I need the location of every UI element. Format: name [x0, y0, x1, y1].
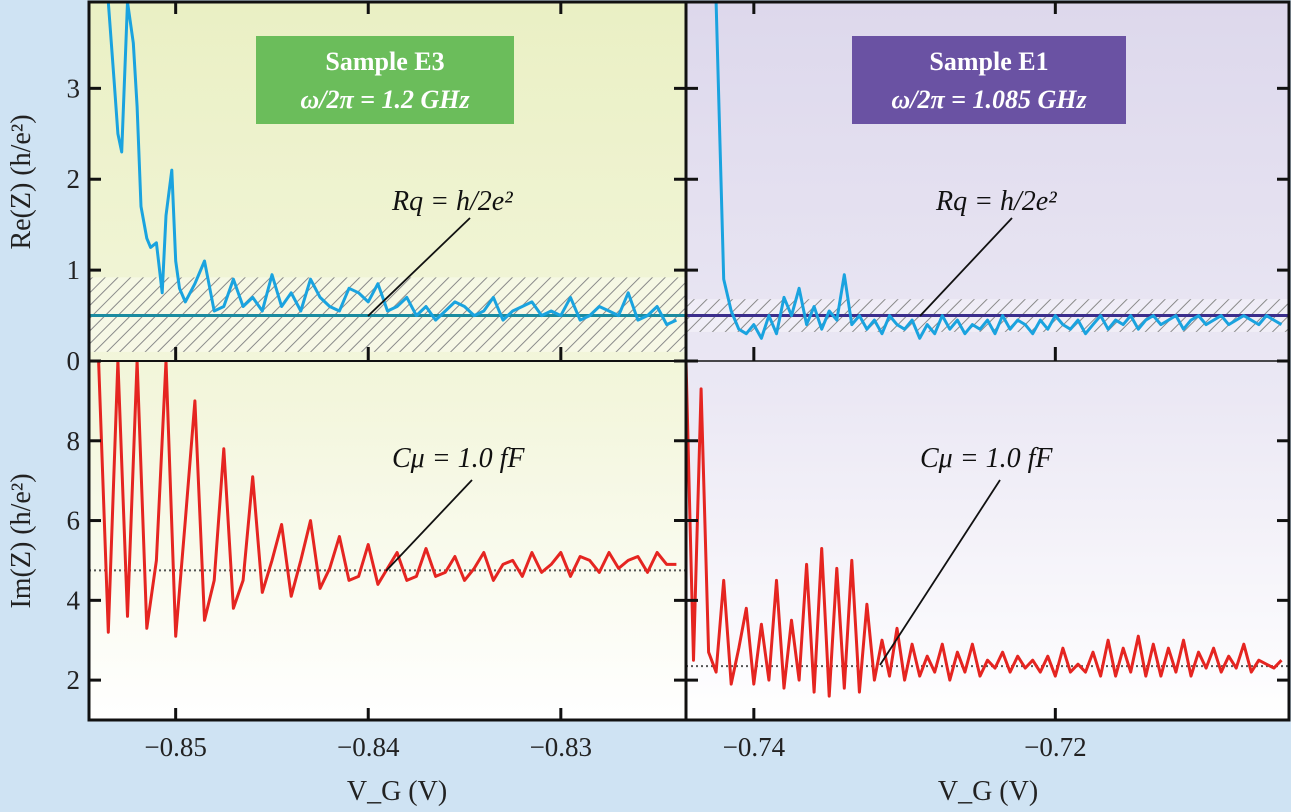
- annotation-rq-left: Rq = h/2e²: [367, 186, 513, 317]
- y-axis-label-bottom: Im(Z) (h/e²): [6, 473, 37, 608]
- y-tick-label: 1: [67, 255, 81, 285]
- sample-label-e1-box: [852, 36, 1126, 124]
- sample-label-e1: Sample E1 ω/2π = 1.085 GHz: [852, 36, 1126, 124]
- y-axis-label-top: Re(Z) (h/e²): [6, 114, 37, 249]
- x-tick-label: −0.83: [530, 732, 592, 762]
- sample-label-e3-box: [256, 36, 514, 124]
- annotation-rq-right-text: Rq = h/2e²: [935, 186, 1057, 217]
- series-line-1: [708, 2, 1283, 340]
- x-tick-label: −0.84: [337, 732, 400, 762]
- series-line-0: [106, 2, 678, 327]
- y-tick-label: 2: [67, 665, 81, 695]
- annotation-rq-left-text: Rq = h/2e²: [391, 186, 513, 217]
- annotation-cmu-left-text: Cμ = 1.0 fF: [392, 443, 525, 474]
- annotation-cmu-right: Cμ = 1.0 fF: [879, 443, 1053, 666]
- data-series: [97, 2, 1283, 698]
- sample-label-e3: Sample E3 ω/2π = 1.2 GHz: [256, 36, 514, 124]
- sample-e1-frequency: ω/2π = 1.085 GHz: [891, 85, 1087, 114]
- x-tick-label: −0.72: [1024, 732, 1086, 762]
- y-tick-label: 4: [67, 585, 81, 615]
- annotation-rq-right: Rq = h/2e²: [919, 186, 1057, 317]
- x-axis-label-left: V_G (V): [347, 776, 447, 807]
- sample-e3-title: Sample E3: [325, 47, 444, 76]
- x-tick-label: −0.85: [144, 732, 206, 762]
- annotation-cmu-left: Cμ = 1.0 fF: [385, 443, 525, 572]
- annotation-cmu-right-text: Cμ = 1.0 fF: [920, 443, 1053, 474]
- axis-ticks: 0 1 2 3 2 4 6 8 −0.85 −0.84 −0.83 −0.74 −0.72: [67, 2, 1289, 762]
- series-line-3: [686, 361, 1283, 698]
- sample-e1-title: Sample E1: [929, 47, 1048, 76]
- y-tick-label: 3: [67, 73, 81, 103]
- y-tick-label: 8: [67, 426, 81, 456]
- sample-e3-frequency: ω/2π = 1.2 GHz: [300, 85, 470, 114]
- y-tick-label: 6: [67, 506, 81, 536]
- y-tick-label: 2: [67, 164, 81, 194]
- x-tick-label: −0.74: [723, 732, 786, 762]
- x-axis-label-right: V_G (V): [938, 776, 1038, 807]
- y-tick-label: 0: [67, 346, 81, 376]
